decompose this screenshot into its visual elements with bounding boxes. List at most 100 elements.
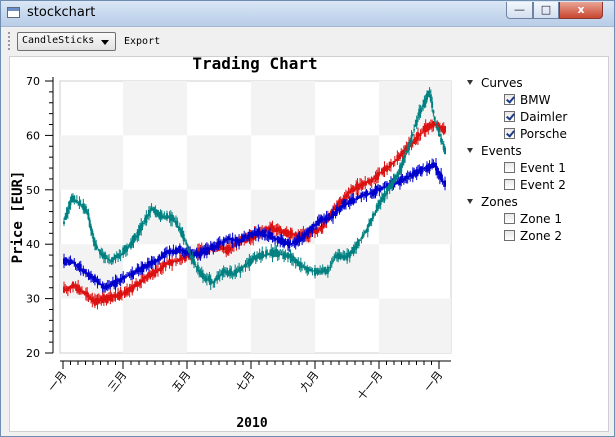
candle-body bbox=[177, 226, 180, 228]
candle-body bbox=[359, 183, 362, 188]
candle-body bbox=[392, 161, 395, 164]
maximize-button[interactable]: □ bbox=[533, 2, 559, 19]
candle-body bbox=[261, 230, 264, 236]
candle-body bbox=[70, 195, 73, 202]
candle-body bbox=[407, 175, 410, 177]
candle-body bbox=[414, 172, 417, 174]
candle-body bbox=[176, 247, 179, 253]
toolbar-grip-handle[interactable] bbox=[8, 32, 13, 50]
candle-body bbox=[169, 250, 172, 253]
candle-body bbox=[347, 202, 350, 204]
candle-body bbox=[113, 258, 116, 260]
candle-body bbox=[310, 225, 313, 232]
candle-body bbox=[101, 253, 104, 258]
candle-body bbox=[86, 210, 89, 214]
candle-body bbox=[350, 188, 353, 193]
candle-body bbox=[133, 233, 136, 241]
candle-body bbox=[122, 275, 125, 280]
candle-body bbox=[78, 265, 81, 271]
candle-body bbox=[310, 269, 313, 271]
candle-body bbox=[198, 247, 201, 255]
candle-body bbox=[411, 134, 414, 136]
candle-body bbox=[335, 254, 338, 257]
candle-body bbox=[369, 219, 372, 225]
candle-body bbox=[133, 283, 136, 288]
candle-body bbox=[190, 251, 193, 257]
candle-body bbox=[155, 270, 158, 273]
candle-body bbox=[338, 254, 341, 259]
candle-body bbox=[75, 284, 78, 292]
candle-body bbox=[334, 211, 337, 217]
legend-item-label: Porsche bbox=[520, 127, 567, 141]
candle-body bbox=[267, 227, 270, 231]
candle-body bbox=[406, 146, 409, 152]
legend-checkbox[interactable] bbox=[504, 94, 515, 105]
candle-body bbox=[347, 191, 350, 198]
candle-body bbox=[249, 235, 252, 237]
candle-body bbox=[90, 273, 93, 279]
candle-body bbox=[109, 260, 112, 262]
candle-body bbox=[368, 193, 371, 195]
candle-body bbox=[64, 216, 67, 220]
chart-mode-combo[interactable]: CandleSticks bbox=[17, 32, 116, 51]
candle-body bbox=[423, 126, 426, 133]
minimize-button[interactable]: — bbox=[506, 2, 533, 19]
legend-checkbox[interactable] bbox=[504, 179, 515, 190]
candle-body bbox=[122, 247, 125, 256]
close-button[interactable]: x bbox=[559, 2, 603, 19]
candle-body bbox=[193, 259, 196, 265]
candle-body bbox=[189, 253, 192, 255]
candle-body bbox=[84, 206, 87, 213]
candle-body bbox=[238, 238, 241, 247]
candle-body bbox=[127, 275, 130, 277]
candle-body bbox=[283, 240, 286, 247]
legend-checkbox[interactable] bbox=[504, 230, 515, 241]
candle-body bbox=[229, 247, 232, 251]
export-button[interactable]: Export bbox=[121, 36, 163, 47]
grid-cell bbox=[251, 81, 315, 136]
legend-checkbox[interactable] bbox=[504, 111, 515, 122]
candle-body bbox=[256, 233, 259, 235]
candle-body bbox=[68, 201, 71, 209]
candle-body bbox=[438, 126, 441, 128]
candle-body bbox=[104, 253, 107, 260]
candle-body bbox=[218, 274, 221, 277]
candle-body bbox=[63, 286, 65, 293]
candle-body bbox=[229, 268, 232, 276]
candle-body bbox=[347, 254, 350, 258]
expand-triangle-icon[interactable] bbox=[467, 148, 473, 153]
candle-body bbox=[370, 192, 373, 194]
candle-body bbox=[369, 179, 372, 181]
candle-body bbox=[418, 108, 421, 117]
candle-body bbox=[155, 210, 158, 215]
y-tick-label: 60 bbox=[26, 129, 40, 142]
candle-body bbox=[378, 172, 381, 175]
expand-triangle-icon[interactable] bbox=[467, 80, 473, 85]
candle-body bbox=[105, 257, 108, 259]
candle-body bbox=[165, 250, 168, 254]
candle-body bbox=[270, 223, 273, 231]
expand-triangle-icon[interactable] bbox=[467, 199, 473, 204]
title-bar[interactable]: stockchart — □ x bbox=[1, 1, 614, 27]
candle-body bbox=[205, 278, 208, 281]
candle-body bbox=[232, 243, 235, 247]
candle-body bbox=[252, 255, 255, 261]
candle-body bbox=[66, 207, 69, 214]
candle-body bbox=[220, 273, 223, 275]
candle-body bbox=[350, 199, 353, 205]
legend-checkbox[interactable] bbox=[504, 162, 515, 173]
candle-body bbox=[154, 209, 157, 216]
candle-body bbox=[65, 288, 68, 291]
legend-checkbox[interactable] bbox=[504, 128, 515, 139]
candle-body bbox=[281, 238, 284, 245]
candle-body bbox=[162, 215, 165, 218]
candle-body bbox=[368, 223, 371, 227]
legend-checkbox[interactable] bbox=[504, 213, 515, 224]
candle-body bbox=[142, 264, 145, 270]
candle-body bbox=[69, 200, 72, 206]
x-tick-label: 九月 bbox=[298, 369, 322, 394]
candle-body bbox=[155, 260, 158, 262]
candle-body bbox=[371, 178, 374, 180]
candle-body bbox=[202, 250, 205, 254]
